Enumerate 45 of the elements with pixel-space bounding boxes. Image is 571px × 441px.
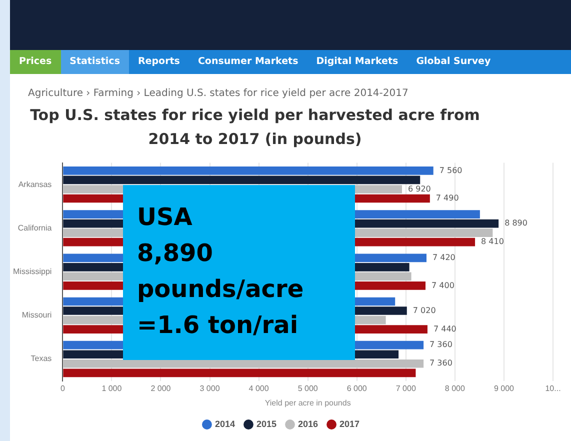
y-tick-label: Texas: [30, 354, 52, 364]
bar: [63, 368, 416, 378]
x-axis-title: Yield per acre in pounds: [264, 398, 351, 408]
data-label: 7 490: [436, 194, 459, 203]
annotation: USA 8,890 pounds/acre =1.6 ton/rai: [123, 185, 355, 360]
text: Statistics: [60, 50, 129, 74]
legend-label: 2015: [256, 418, 277, 429]
y-tick-label: California: [18, 223, 52, 232]
data-label: 7 360: [430, 340, 452, 350]
bar: [63, 359, 424, 368]
legend-label: 2016: [298, 418, 318, 429]
x-tick-label: 7 000: [396, 384, 416, 393]
text: Prices: [10, 50, 61, 74]
x-tick-label: 10...: [545, 384, 561, 393]
data-label: 7 440: [433, 324, 456, 334]
x-tick-label: 3 000: [200, 384, 220, 393]
bar: [63, 176, 420, 184]
x-tick-label: 0: [60, 384, 66, 393]
y-tick-label: Mississippi: [13, 267, 52, 276]
chart-title: Top U.S. states for rice yield per harvested acre from 2014 to 2017 (in pounds): [30, 105, 480, 150]
text: Reports: [136, 55, 181, 69]
data-label: 7 560: [439, 166, 462, 175]
data-label: 6 920: [408, 184, 431, 194]
legend-label: 2014: [214, 418, 235, 429]
x-tick-label: 9 000: [494, 384, 515, 393]
bar: [63, 166, 434, 175]
y-tick-label: Arkansas: [18, 180, 52, 189]
data-label: 7 400: [432, 280, 454, 290]
data-label: 7 360: [430, 358, 452, 368]
x-tick-label: 8 000: [444, 384, 466, 393]
data-label: 8 410: [481, 237, 504, 246]
data-label: 7 420: [432, 252, 456, 262]
data-label: 8 890: [504, 218, 528, 228]
x-tick-label: 4 000: [248, 384, 270, 393]
y-tick-label: Missouri: [22, 310, 52, 320]
x-tick-label: 2 000: [150, 384, 172, 393]
x-tick-label: 6 000: [346, 384, 368, 393]
text: Digital Markets: [315, 55, 400, 69]
text: Global Survey: [415, 55, 492, 69]
x-tick-label: 5 000: [298, 384, 318, 393]
data-label: 7 020: [412, 306, 436, 315]
legend-label: 2017: [340, 418, 360, 429]
x-tick-label: 1 000: [102, 384, 122, 393]
text: Consumer Markets: [196, 55, 300, 69]
text: Agriculture › Farming › Leading U.S. states for rice yield per acre 2014-2017: [28, 88, 408, 99]
